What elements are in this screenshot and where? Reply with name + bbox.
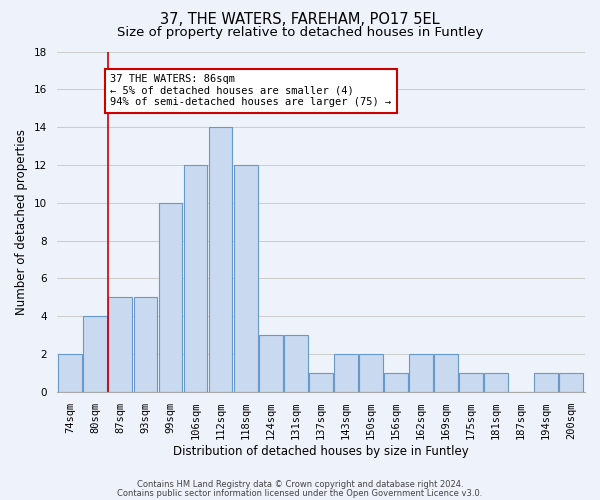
Bar (234, 165, 257, 392)
Bar (259, 335, 283, 392)
Text: 37 THE WATERS: 86sqm
← 5% of detached houses are smaller (4)
94% of semi-detache: 37 THE WATERS: 86sqm ← 5% of detached ho… (110, 74, 392, 108)
Bar (459, 373, 483, 392)
Bar (109, 297, 132, 392)
X-axis label: Distribution of detached houses by size in Funtley: Distribution of detached houses by size … (173, 444, 469, 458)
Text: Contains HM Land Registry data © Crown copyright and database right 2024.: Contains HM Land Registry data © Crown c… (137, 480, 463, 489)
Bar (409, 354, 433, 392)
Bar (134, 297, 157, 392)
Text: Contains public sector information licensed under the Open Government Licence v3: Contains public sector information licen… (118, 489, 482, 498)
Bar (559, 373, 583, 392)
Bar (534, 373, 558, 392)
Bar (209, 127, 232, 392)
Bar (83, 316, 107, 392)
Text: 37, THE WATERS, FAREHAM, PO17 5EL: 37, THE WATERS, FAREHAM, PO17 5EL (160, 12, 440, 28)
Bar (158, 202, 182, 392)
Bar (334, 354, 358, 392)
Bar (184, 165, 208, 392)
Bar (359, 354, 383, 392)
Text: Size of property relative to detached houses in Funtley: Size of property relative to detached ho… (117, 26, 483, 39)
Bar (434, 354, 458, 392)
Bar (284, 335, 308, 392)
Y-axis label: Number of detached properties: Number of detached properties (15, 128, 28, 314)
Bar (58, 354, 82, 392)
Bar (484, 373, 508, 392)
Bar (309, 373, 332, 392)
Bar (384, 373, 408, 392)
